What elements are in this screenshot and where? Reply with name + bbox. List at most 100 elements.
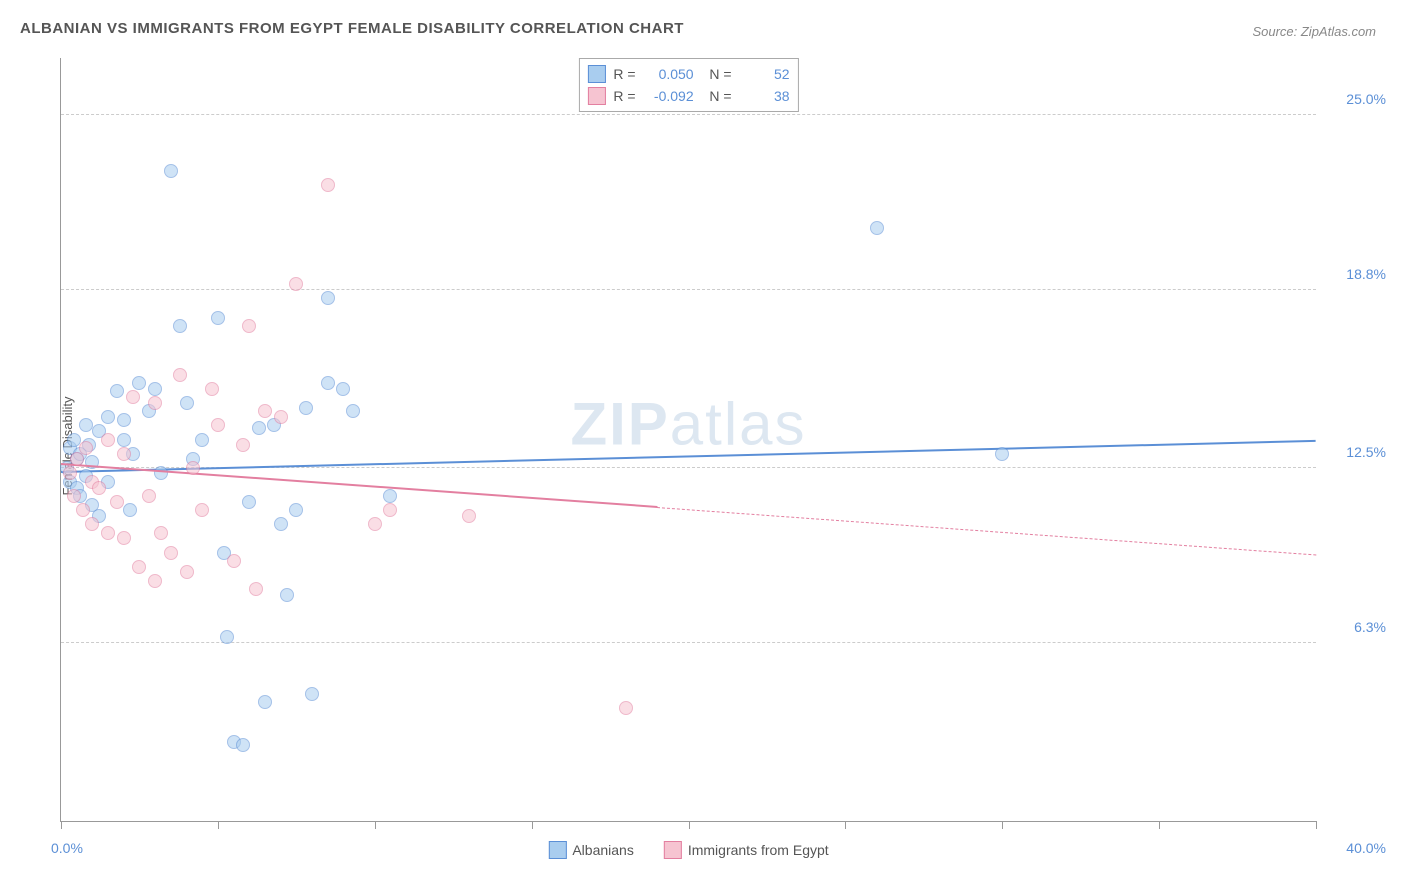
data-point [321, 178, 335, 192]
data-point [383, 503, 397, 517]
data-point [110, 495, 124, 509]
data-point [117, 433, 131, 447]
data-point [242, 495, 256, 509]
data-point [132, 376, 146, 390]
data-point [173, 368, 187, 382]
data-point [148, 382, 162, 396]
legend-n-value: 52 [740, 66, 790, 82]
data-point [92, 481, 106, 495]
data-point [101, 526, 115, 540]
legend-swatch [548, 841, 566, 859]
x-tick [218, 821, 219, 829]
legend-label: Immigrants from Egypt [688, 842, 829, 858]
series-legend: Albanians Immigrants from Egypt [548, 841, 828, 859]
data-point [236, 738, 250, 752]
x-min-label: 0.0% [51, 840, 83, 856]
trend-line-extrapolated [657, 507, 1316, 555]
data-point [148, 574, 162, 588]
x-tick [61, 821, 62, 829]
data-point [117, 531, 131, 545]
data-point [289, 277, 303, 291]
data-point [242, 319, 256, 333]
data-point [274, 410, 288, 424]
data-point [85, 517, 99, 531]
x-tick [1316, 821, 1317, 829]
data-point [142, 489, 156, 503]
data-point [619, 701, 633, 715]
data-point [101, 410, 115, 424]
watermark: ZIPatlas [570, 390, 806, 459]
data-point [186, 461, 200, 475]
data-point [321, 291, 335, 305]
legend-row: R =0.050 N =52 [587, 63, 789, 85]
x-tick [1159, 821, 1160, 829]
data-point [67, 433, 81, 447]
data-point [289, 503, 303, 517]
legend-n-label: N = [702, 66, 732, 82]
data-point [274, 517, 288, 531]
y-tick-label: 18.8% [1346, 266, 1386, 282]
data-point [126, 390, 140, 404]
data-point [205, 382, 219, 396]
data-point [299, 401, 313, 415]
data-point [117, 447, 131, 461]
y-tick-label: 25.0% [1346, 91, 1386, 107]
legend-swatch [587, 65, 605, 83]
data-point [305, 687, 319, 701]
data-point [336, 382, 350, 396]
data-point [236, 438, 250, 452]
legend-item: Immigrants from Egypt [664, 841, 829, 859]
legend-item: Albanians [548, 841, 634, 859]
x-tick [845, 821, 846, 829]
legend-swatch [587, 87, 605, 105]
data-point [258, 404, 272, 418]
plot-area: ZIPatlas R = 0.050 N = 52 R = -0.092 N = 38 0… [60, 58, 1316, 822]
correlation-chart: ALBANIAN VS IMMIGRANTS FROM EGYPT FEMALE… [10, 10, 1396, 882]
data-point [180, 565, 194, 579]
x-tick [532, 821, 533, 829]
data-point [164, 164, 178, 178]
data-point [280, 588, 294, 602]
x-max-label: 40.0% [1346, 840, 1386, 856]
correlation-legend: R = 0.050 N = 52 R = -0.092 N = 38 [578, 58, 798, 112]
gridline [61, 289, 1316, 290]
legend-n-label: N = [702, 88, 732, 104]
x-tick [375, 821, 376, 829]
data-point [249, 582, 263, 596]
data-point [110, 384, 124, 398]
data-point [123, 503, 137, 517]
data-point [368, 517, 382, 531]
legend-row: R = -0.092 N = 38 [587, 85, 789, 107]
legend-r-label: R = [613, 88, 635, 104]
data-point [870, 221, 884, 235]
data-point [462, 509, 476, 523]
data-point [76, 503, 90, 517]
legend-swatch [664, 841, 682, 859]
x-tick [1002, 821, 1003, 829]
data-point [67, 489, 81, 503]
y-tick-label: 12.5% [1346, 444, 1386, 460]
data-point [346, 404, 360, 418]
data-point [70, 452, 84, 466]
gridline [61, 114, 1316, 115]
gridline [61, 642, 1316, 643]
data-point [148, 396, 162, 410]
legend-r-value: 0.050 [644, 66, 694, 82]
data-point [154, 526, 168, 540]
data-point [164, 546, 178, 560]
data-point [211, 418, 225, 432]
data-point [220, 630, 234, 644]
data-point [117, 413, 131, 427]
data-point [227, 554, 241, 568]
x-tick [689, 821, 690, 829]
legend-r-value: -0.092 [644, 88, 694, 104]
data-point [258, 695, 272, 709]
data-point [252, 421, 266, 435]
y-tick-label: 6.3% [1354, 619, 1386, 635]
data-point [101, 433, 115, 447]
data-point [383, 489, 397, 503]
data-point [195, 503, 209, 517]
data-point [154, 466, 168, 480]
data-point [63, 466, 77, 480]
legend-n-value: 38 [740, 88, 790, 104]
